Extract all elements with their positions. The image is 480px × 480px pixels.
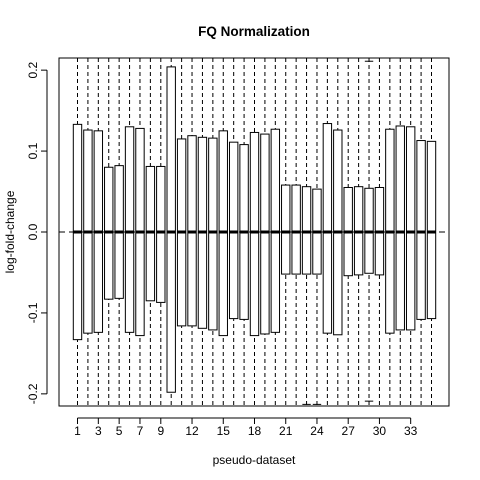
box (405, 126, 416, 331)
box (301, 186, 312, 275)
y-tick-label: 0.0 (26, 223, 40, 240)
x-tick-label: 21 (279, 424, 293, 438)
y-tick-label: 0.1 (26, 142, 40, 159)
x-tick-label: 5 (116, 424, 123, 438)
box (156, 165, 166, 303)
box (426, 140, 437, 320)
box (260, 133, 270, 335)
x-tick-label: 18 (248, 424, 262, 438)
box (208, 137, 218, 331)
plot-frame (58, 57, 450, 407)
box (322, 123, 333, 334)
x-tick-label: 33 (404, 424, 418, 438)
box (395, 125, 405, 331)
x-tick-label: 30 (373, 424, 387, 438)
x-axis-label: pseudo-dataset (213, 453, 296, 467)
x-tick-label: 7 (137, 424, 144, 438)
y-axis-label: log-fold-change (3, 190, 17, 273)
box (291, 184, 301, 275)
whisker-layer (77, 58, 432, 406)
box (416, 140, 426, 320)
box (281, 184, 291, 275)
x-tick-label: 1 (74, 424, 81, 438)
x-tick-label: 27 (342, 424, 356, 438)
box (249, 131, 260, 337)
box (124, 126, 135, 333)
x-tick-label: 15 (217, 424, 231, 438)
x-tick-label: 12 (185, 424, 199, 438)
x-tick-label: 24 (310, 424, 324, 438)
box (228, 141, 239, 320)
chart-title: FQ Normalization (198, 24, 310, 39)
y-tick-label: 0.2 (26, 61, 40, 78)
x-tick-label: 9 (157, 424, 164, 438)
box (166, 66, 176, 393)
box (145, 165, 156, 302)
axis-layer: -0.2 -0.1 0.0 0.1 0.2 1 3 5 7 9 12 15 18 21 24 27 30 33 (26, 61, 418, 438)
y-tick-label: -0.1 (26, 302, 40, 323)
x-tick-label: 3 (95, 424, 102, 438)
y-tick-label: -0.2 (26, 383, 40, 404)
